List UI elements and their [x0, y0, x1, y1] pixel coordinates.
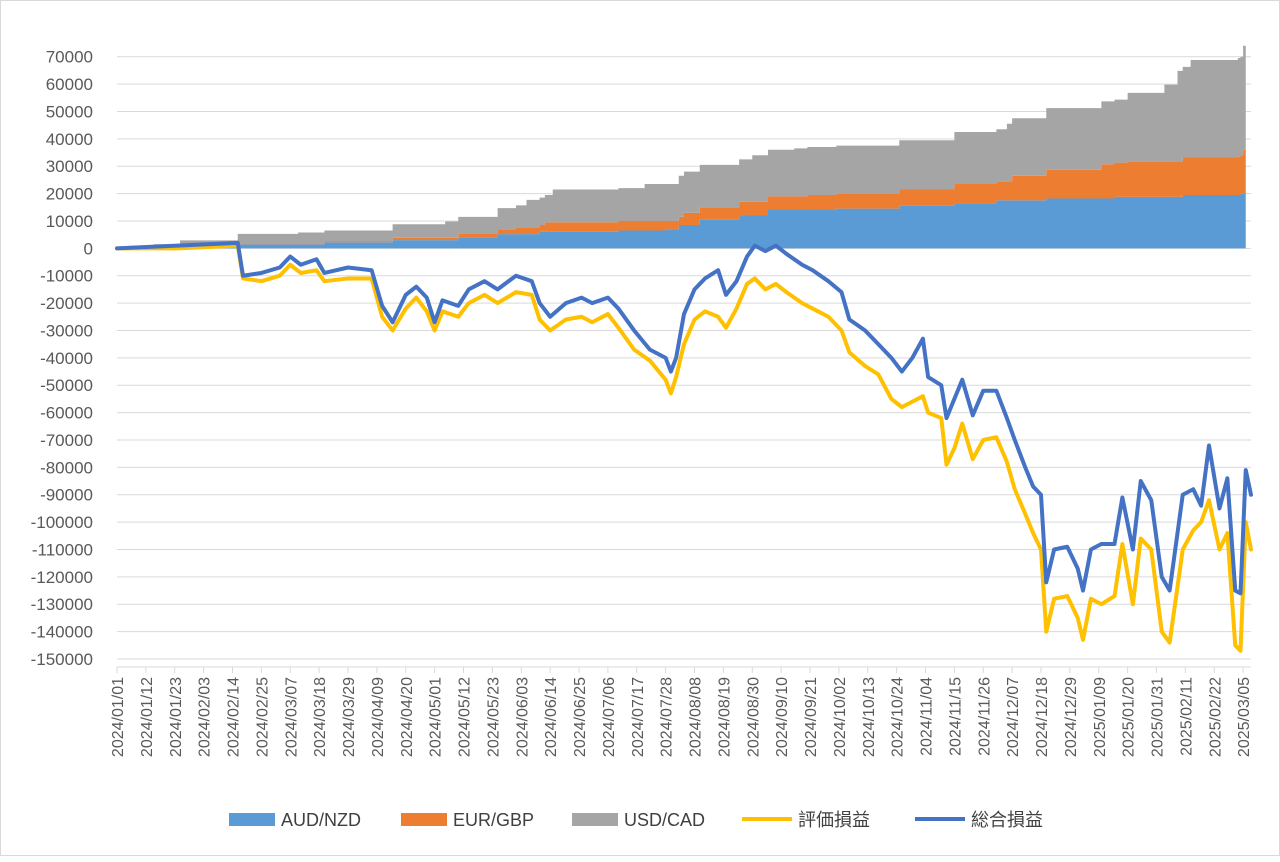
- y-axis-ticks: 70000 60000 50000 40000 30000 20000 10000 0 -100…: [31, 48, 93, 669]
- y-tick-label: 0: [84, 239, 93, 258]
- x-tick-label: 2024/03/18: [312, 677, 329, 757]
- legend-label: 評価損益: [798, 810, 870, 830]
- x-tick-label: 2025/02/11: [1178, 677, 1195, 756]
- x-tick-label: 2024/10/13: [861, 677, 878, 757]
- x-tick-label: 2025/01/20: [1121, 677, 1138, 757]
- x-tick-label: 2024/09/10: [774, 677, 791, 757]
- x-tick-label: 2024/11/26: [976, 677, 993, 756]
- x-tick-label: 2024/05/01: [428, 677, 445, 757]
- x-tick-label: 2024/06/03: [514, 677, 531, 757]
- legend-item: 総合損益: [915, 810, 1043, 830]
- x-tick-label: 2024/01/01: [110, 677, 127, 757]
- y-tick-label: -30000: [40, 321, 93, 340]
- legend-item: USD/CAD: [572, 810, 705, 830]
- x-tick-label: 2024/04/09: [370, 677, 387, 757]
- y-tick-label: -130000: [31, 595, 93, 614]
- x-tick-label: 2024/02/14: [226, 677, 243, 757]
- y-tick-label: 20000: [46, 185, 93, 204]
- x-tick-label: 2025/03/05: [1236, 677, 1253, 757]
- x-tick-label: 2024/11/04: [919, 677, 936, 756]
- area-usd-cad: [117, 44, 1246, 249]
- x-tick-label: 2024/12/29: [1063, 677, 1080, 757]
- legend-item: EUR/GBP: [401, 810, 534, 830]
- x-tick-label: 2024/05/23: [485, 677, 502, 757]
- x-tick-label: 2024/08/30: [745, 677, 762, 757]
- y-tick-label: 40000: [46, 130, 93, 149]
- x-tick-label: 2024/05/12: [457, 677, 474, 757]
- x-tick-label: 2024/08/08: [688, 677, 705, 757]
- y-tick-label: 60000: [46, 75, 93, 94]
- x-tick-label: 2024/03/07: [283, 677, 300, 757]
- legend-label: 総合損益: [971, 810, 1043, 830]
- x-tick-label: 2024/07/28: [659, 677, 676, 757]
- y-tick-label: 70000: [46, 48, 93, 67]
- x-tick-label: 2024/10/02: [832, 677, 849, 757]
- y-tick-label: 30000: [46, 157, 93, 176]
- x-tick-label: 2024/06/25: [572, 677, 589, 757]
- x-axis-ticks: 2024/01/01 2024/01/12 2024/01/23 2024/02/03…: [110, 666, 1253, 757]
- y-tick-label: 50000: [46, 102, 93, 121]
- x-tick-label: 2024/10/24: [890, 677, 907, 757]
- legend-item: AUD/NZD: [229, 810, 361, 830]
- x-tick-label: 2024/02/03: [197, 677, 214, 757]
- line-valuation-pl: [115, 243, 1253, 653]
- legend-label: USD/CAD: [624, 810, 705, 830]
- x-tick-label: 2025/01/09: [1092, 677, 1109, 757]
- legend-label: AUD/NZD: [281, 810, 361, 830]
- x-tick-label: 2024/11/15: [947, 677, 964, 756]
- y-tick-label: -110000: [32, 540, 93, 559]
- x-tick-label: 2024/02/25: [254, 677, 271, 757]
- x-tick-label: 2024/09/21: [803, 677, 820, 757]
- y-tick-label: -120000: [31, 568, 93, 587]
- x-tick-label: 2024/07/06: [601, 677, 618, 757]
- area-aud-nzd: [117, 192, 1246, 249]
- legend-swatch: [229, 813, 275, 826]
- x-tick-label: 2024/03/29: [341, 677, 358, 757]
- y-tick-label: -10000: [40, 267, 93, 286]
- y-tick-label: 10000: [46, 212, 93, 231]
- x-tick-label: 2024/07/17: [630, 677, 647, 757]
- x-tick-label: 2024/08/19: [716, 677, 733, 757]
- y-tick-label: -100000: [31, 513, 93, 532]
- legend-swatch: [572, 813, 618, 826]
- x-tick-label: 2024/04/20: [399, 677, 416, 757]
- grid-lines: [117, 56, 1251, 660]
- stacked-areas: [117, 44, 1246, 249]
- y-tick-label: -80000: [40, 458, 93, 477]
- legend-swatch: [401, 813, 447, 826]
- x-tick-label: 2024/12/07: [1005, 677, 1022, 757]
- x-tick-label: 2025/01/31: [1150, 677, 1167, 757]
- y-tick-label: -40000: [40, 349, 93, 368]
- y-tick-label: -150000: [31, 650, 93, 669]
- legend-label: EUR/GBP: [453, 810, 534, 830]
- pl-lines: [115, 240, 1253, 653]
- x-tick-label: 2024/01/23: [168, 677, 185, 757]
- y-tick-label: -70000: [40, 431, 93, 450]
- legend: AUD/NZD EUR/GBP USD/CAD 評価損益 総合損益: [229, 810, 1043, 830]
- y-tick-label: -140000: [31, 623, 93, 642]
- x-tick-label: 2024/06/14: [543, 677, 560, 757]
- y-tick-label: -60000: [40, 404, 93, 423]
- y-tick-label: -90000: [40, 486, 93, 505]
- area-eur-gbp: [117, 148, 1246, 249]
- x-tick-label: 2024/12/18: [1034, 677, 1051, 757]
- x-tick-label: 2024/01/12: [139, 677, 156, 757]
- y-tick-label: -20000: [40, 294, 93, 313]
- legend-item: 評価損益: [742, 810, 870, 830]
- y-tick-label: -50000: [40, 376, 93, 395]
- line-total-pl: [115, 240, 1253, 596]
- x-tick-label: 2025/02/22: [1207, 677, 1224, 757]
